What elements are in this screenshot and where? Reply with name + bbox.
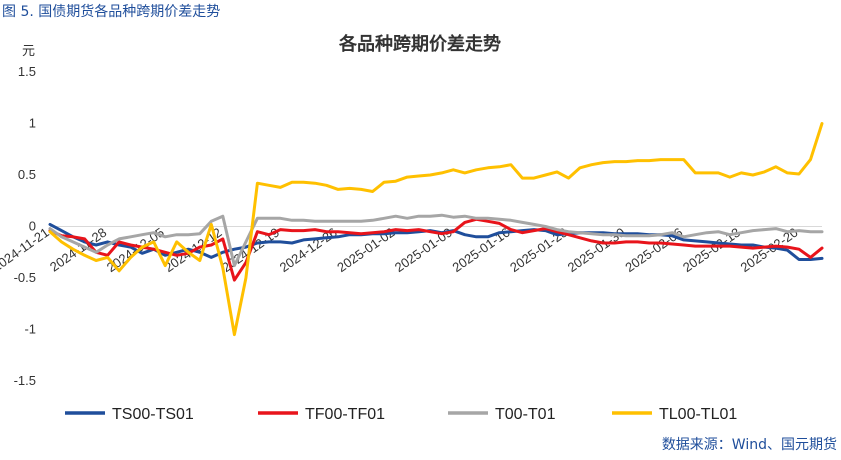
legend-label: T00-T01 bbox=[495, 406, 556, 423]
y-tick-label: -1.5 bbox=[14, 373, 36, 388]
legend-label: TS00-TS01 bbox=[112, 406, 194, 423]
y-tick-label: 1 bbox=[29, 116, 36, 131]
y-axis-unit-label: 元 bbox=[22, 43, 35, 58]
y-tick-label: -1 bbox=[24, 322, 36, 337]
y-tick-label: 1.5 bbox=[18, 64, 36, 79]
series-line-t00-t01 bbox=[48, 213, 824, 268]
legend: TS00-TS01 TF00-TF01 T00-T01 TL00-TL01 bbox=[65, 406, 737, 423]
series-line-tf00-tf01 bbox=[48, 217, 824, 282]
y-tick-label: -0.5 bbox=[14, 270, 36, 285]
y-tick-label: 0 bbox=[29, 219, 36, 234]
legend-label: TF00-TF01 bbox=[305, 406, 385, 423]
figure-caption: 图 5. 国债期货各品种跨期价差走势 bbox=[2, 4, 221, 20]
legend-label: TL00-TL01 bbox=[659, 406, 737, 423]
x-tick-label: 2024-11-21 bbox=[0, 225, 52, 275]
chart-title: 各品种跨期价差走势 bbox=[338, 33, 501, 55]
source-note: 数据来源：Wind、国元期货 bbox=[661, 437, 837, 453]
y-tick-label: 0.5 bbox=[18, 167, 36, 182]
series-line-tl00-tl01 bbox=[48, 122, 824, 337]
series-lines bbox=[48, 122, 824, 337]
y-axis: 1.5 1 0.5 0 -0.5 -1 -1.5 bbox=[14, 64, 36, 388]
